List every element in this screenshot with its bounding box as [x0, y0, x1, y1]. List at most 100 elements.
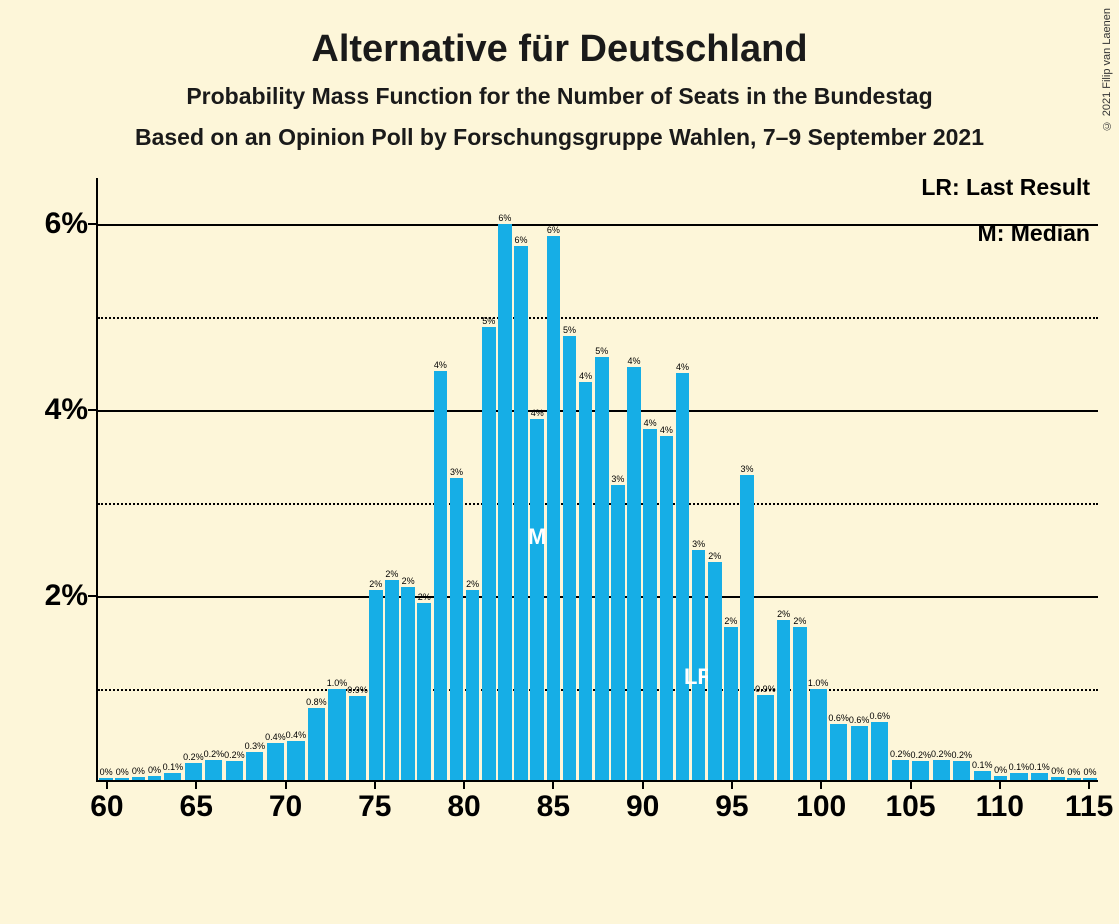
bar-value-label: 3%: [692, 539, 705, 549]
bar-value-label: 3%: [611, 474, 624, 484]
bar-rect: [595, 357, 609, 780]
bar-rect: [757, 695, 774, 780]
bar-81: 5%: [481, 178, 497, 780]
bar-rect: [450, 478, 464, 780]
bar-rect: [482, 327, 496, 780]
xtick-mark: [820, 782, 822, 789]
xtick-label: 105: [885, 790, 935, 824]
bar-value-label: 0%: [100, 767, 113, 777]
bar-rect: [871, 722, 888, 780]
bar-rect: [793, 627, 807, 780]
bar-74: 2%: [368, 178, 384, 780]
bar-value-label: 5%: [482, 316, 495, 326]
bar-rect: [777, 620, 791, 780]
bar-value-label: 2%: [708, 551, 721, 561]
xtick-label: 100: [796, 790, 846, 824]
bar-value-label: 2%: [369, 579, 382, 589]
bar-rect: [830, 724, 847, 780]
bar-86: 5%: [561, 178, 577, 780]
bar-83: 6%: [513, 178, 529, 780]
bar-rect: [99, 778, 113, 780]
xtick-mark: [731, 782, 733, 789]
bar-77: 2%: [416, 178, 432, 780]
bar-value-label: 0%: [994, 765, 1007, 775]
bar-value-label: 2%: [385, 569, 398, 579]
bar-72: 1.0%: [327, 178, 348, 780]
bar-container: 0%0%0%0%0.1%0.2%0.2%0.2%0.3%0.4%0.4%0.8%…: [98, 178, 1098, 780]
xtick-mark: [642, 782, 644, 789]
bar-rect: [115, 778, 129, 780]
bar-value-label: 0.6%: [849, 715, 870, 725]
bar-68: 0.3%: [245, 178, 266, 780]
bar-value-label: 0.4%: [265, 732, 286, 742]
bar-99: 2%: [776, 178, 792, 780]
bar-rect: [660, 436, 674, 780]
bar-value-label: 0%: [1084, 767, 1097, 777]
bar-rect: [498, 224, 512, 780]
bar-rect: [547, 236, 561, 780]
bar-value-label: 2%: [793, 616, 806, 626]
bar-value-label: 0.2%: [224, 750, 245, 760]
bar-value-label: 0%: [148, 765, 161, 775]
bar-95: 2%: [707, 178, 723, 780]
bar-115: 0%: [1082, 178, 1098, 780]
bar-65: 0.2%: [183, 178, 204, 780]
bar-73: 0.9%: [347, 178, 368, 780]
bar-102: 0.6%: [828, 178, 849, 780]
bar-value-label: 0%: [1067, 767, 1080, 777]
bar-value-label: 0.6%: [828, 713, 849, 723]
bar-value-label: 0.2%: [931, 749, 952, 759]
xtick-label: 90: [626, 790, 659, 824]
bar-rect: [1031, 773, 1048, 780]
xtick-label: 60: [90, 790, 123, 824]
bar-value-label: 4%: [531, 408, 544, 418]
copyright-text: © 2021 Filip van Laenen: [1101, 8, 1113, 131]
ytick-label: 4%: [45, 393, 88, 427]
bar-89: 3%: [610, 178, 626, 780]
bar-78: 4%: [432, 178, 448, 780]
bar-106: 0.2%: [910, 178, 931, 780]
bar-108: 0.2%: [952, 178, 973, 780]
xtick-label: 110: [976, 790, 1024, 824]
bar-value-label: 6%: [547, 225, 560, 235]
bar-rect: [579, 382, 593, 780]
x-axis: [96, 780, 1098, 782]
bar-79: 3%: [448, 178, 464, 780]
bar-value-label: 0.2%: [952, 750, 973, 760]
pmf-chart: Alternative für Deutschland Probability …: [0, 0, 1119, 924]
bar-rect: [676, 373, 690, 780]
xtick-mark: [552, 782, 554, 789]
bar-value-label: 0.1%: [972, 760, 993, 770]
bar-90: 4%: [626, 178, 642, 780]
xtick-mark: [285, 782, 287, 789]
bar-value-label: 0.1%: [1009, 762, 1030, 772]
bar-value-label: 6%: [515, 235, 528, 245]
bar-rect: [401, 587, 415, 780]
bar-rect: [164, 773, 181, 780]
bar-rect: [851, 726, 868, 780]
bar-rect: [226, 761, 243, 780]
bar-rect: [466, 590, 480, 780]
bar-value-label: 0.4%: [286, 730, 307, 740]
bar-97: 3%: [739, 178, 755, 780]
bar-value-label: 6%: [498, 213, 511, 223]
bar-rect: [385, 580, 399, 780]
bar-84: 4%M: [529, 178, 545, 780]
bar-rect: [246, 752, 263, 780]
bar-rect: [692, 550, 706, 780]
bar-60: 0%: [98, 178, 114, 780]
bar-104: 0.6%: [869, 178, 890, 780]
bar-value-label: 0.6%: [869, 711, 890, 721]
xtick-label: 65: [180, 790, 213, 824]
bar-113: 0%: [1050, 178, 1066, 780]
bar-64: 0.1%: [163, 178, 184, 780]
bar-80: 2%: [465, 178, 481, 780]
bar-107: 0.2%: [931, 178, 952, 780]
bar-value-label: 5%: [595, 346, 608, 356]
bar-110: 0%: [993, 178, 1009, 780]
bar-value-label: 2%: [777, 609, 790, 619]
bar-66: 0.2%: [204, 178, 225, 780]
xtick-label: 95: [715, 790, 748, 824]
bar-rect: [308, 708, 325, 780]
bar-98: 0.9%: [755, 178, 776, 780]
